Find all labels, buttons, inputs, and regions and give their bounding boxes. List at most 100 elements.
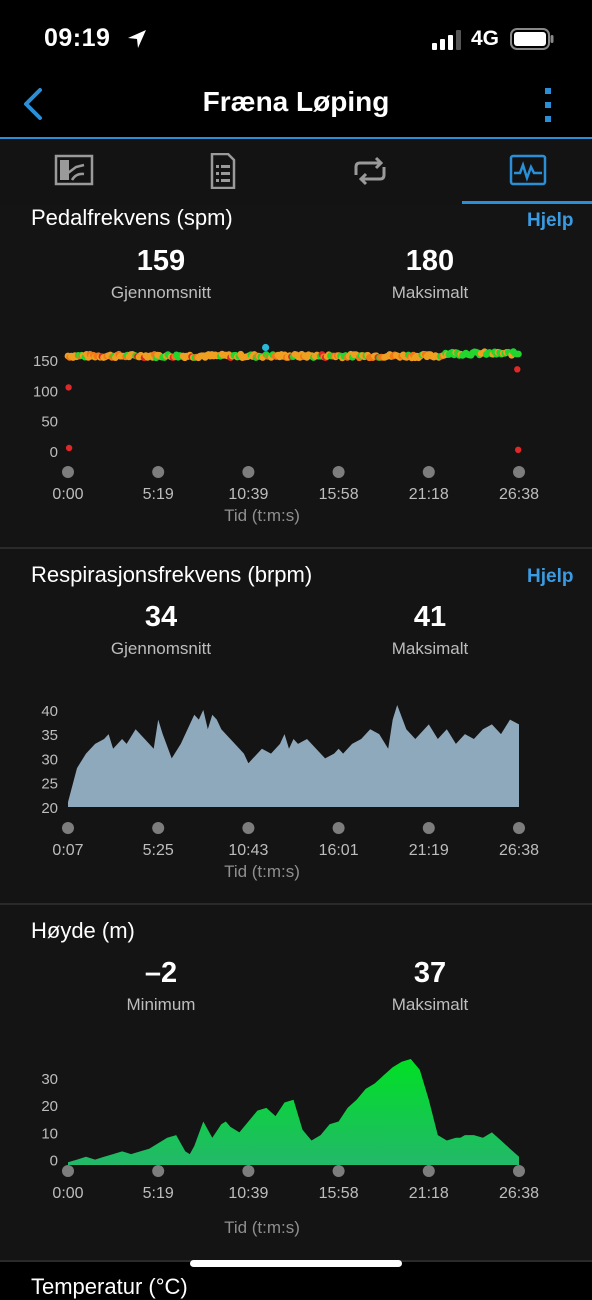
elevation-min-value: –2 (144, 957, 178, 989)
respiration-average-value: 34 (144, 601, 178, 633)
cadence-y-tick-label: 0 (50, 444, 58, 461)
elevation-y-tick-label: 0 (50, 1153, 58, 1170)
cadence-outlier-point (65, 444, 73, 452)
tab-details[interactable] (148, 139, 296, 205)
cadence-x-tick-marker (422, 466, 435, 478)
cadence-x-tick-label: 0:00 (52, 486, 83, 503)
respiration-axis-label: Tid (t:m:s) (224, 862, 300, 881)
network-type: 4G (471, 27, 500, 50)
respiration-x-tick-marker (513, 822, 525, 834)
elevation-max-label: Maksimalt (391, 995, 469, 1014)
respiration-x-tick-label: 5:25 (143, 842, 174, 859)
respiration-max-value: 41 (413, 601, 447, 633)
elevation-max-value: 37 (413, 957, 447, 989)
tab-charts[interactable] (444, 139, 592, 205)
respiration-y-tick-label: 30 (41, 751, 58, 768)
loop-arrows-icon (354, 156, 386, 186)
cadence-y-tick-label: 50 (41, 414, 58, 431)
elevation-x-tick-label: 21:18 (409, 1185, 449, 1202)
respiration-x-tick-marker (152, 822, 165, 834)
cadence-x-tick-label: 15:58 (319, 486, 359, 503)
back-chevron-icon[interactable] (20, 86, 50, 122)
respiration-area-series (68, 705, 519, 807)
elevation-y-tick-label: 20 (41, 1098, 58, 1115)
elevation-y-tick-label: 10 (41, 1125, 58, 1142)
respiration-average-label: Gjennomsnitt (110, 639, 212, 658)
respiration-y-tick-label: 40 (41, 703, 58, 720)
status-time: 09:19 (44, 24, 111, 52)
respiration-y-tick-label: 25 (41, 776, 58, 793)
elevation-x-tick-marker (513, 1165, 525, 1177)
cadence-outlier-point (515, 446, 522, 453)
page-title: Fræna Løping (202, 86, 390, 117)
elevation-x-tick-marker (242, 1165, 255, 1177)
elevation-x-tick-marker (332, 1165, 345, 1177)
cadence-x-tick-marker (242, 466, 255, 478)
section-divider (0, 547, 592, 549)
cadence-average-value: 159 (136, 245, 186, 277)
cadence-x-tick-label: 5:19 (143, 486, 174, 503)
cadence-average-label: Gjennomsnitt (110, 283, 212, 302)
respiration-help-link[interactable]: Hjelp (527, 566, 574, 587)
respiration-x-tick-marker (242, 822, 255, 834)
respiration-x-tick-label: 21:19 (409, 842, 449, 859)
location-arrow-icon (128, 30, 146, 48)
respiration-max-label: Maksimalt (391, 639, 469, 658)
gauge-chart-icon (54, 154, 94, 186)
elevation-x-tick-label: 15:58 (319, 1185, 359, 1202)
tab-laps[interactable] (296, 139, 444, 205)
elevation-x-tick-label: 26:38 (499, 1185, 539, 1202)
cadence-title: Pedalfrekvens (spm) (31, 205, 233, 230)
respiration-chart: 20 25 30 35 40 0:07 5:25 10:43 16:01 21:19 26:38 (41, 703, 539, 859)
elevation-x-tick-label: 10:39 (228, 1185, 268, 1202)
tab-overview[interactable] (0, 139, 148, 205)
cadence-chart: 0 50 100 150 0:00 5:19 10:39 15:58 21:18 26:38 (33, 343, 539, 503)
cadence-x-tick-marker (513, 466, 525, 478)
battery-icon (510, 28, 554, 50)
respiration-x-tick-marker (422, 822, 435, 834)
nav-divider (0, 137, 592, 139)
cadence-x-tick-marker (152, 466, 165, 478)
cadence-data-point (515, 350, 522, 358)
elevation-chart: 0 10 20 30 0:00 5:19 10:39 15:58 21:18 26:38 (41, 1059, 539, 1202)
respiration-x-tick-label: 0:07 (52, 842, 83, 859)
temperature-title: Temperatur (°C) (31, 1274, 188, 1299)
respiration-x-tick-label: 26:38 (499, 842, 539, 859)
cadence-axis-label: Tid (t:m:s) (224, 506, 300, 525)
elevation-x-tick-marker (422, 1165, 435, 1177)
document-list-icon (210, 153, 236, 189)
cadence-x-tick-marker (332, 466, 345, 478)
elevation-x-tick-label: 5:19 (143, 1185, 174, 1202)
cadence-x-tick-label: 10:39 (228, 486, 268, 503)
elevation-x-tick-marker (152, 1165, 165, 1177)
elevation-axis-label: Tid (t:m:s) (224, 1218, 300, 1237)
respiration-x-tick-label: 16:01 (319, 842, 359, 859)
more-options-icon[interactable] (538, 86, 558, 124)
elevation-section (0, 905, 592, 1260)
elevation-x-tick-marker (62, 1165, 74, 1177)
cadence-y-tick-label: 100 (33, 383, 58, 400)
respiration-title: Respirasjonsfrekvens (brpm) (31, 562, 313, 587)
cadence-x-tick-marker (62, 466, 74, 478)
cadence-help-link[interactable]: Hjelp (527, 210, 574, 231)
cadence-max-label: Maksimalt (391, 283, 469, 302)
elevation-y-tick-label: 30 (41, 1071, 58, 1088)
cadence-x-tick-label: 26:38 (499, 486, 539, 503)
tab-bar (0, 139, 592, 205)
active-tab-indicator (462, 201, 592, 204)
cellular-signal-icon (432, 30, 461, 50)
respiration-x-tick-label: 10:43 (228, 842, 268, 859)
cadence-data-point (262, 343, 270, 352)
elevation-title: Høyde (m) (31, 918, 135, 943)
cadence-max-value: 180 (405, 245, 455, 277)
elevation-x-tick-label: 0:00 (52, 1185, 83, 1202)
cadence-section (0, 205, 592, 547)
elevation-min-label: Minimum (126, 995, 196, 1014)
home-indicator (190, 1260, 402, 1267)
cadence-outlier-point (65, 384, 72, 391)
respiration-y-tick-label: 35 (41, 727, 58, 744)
respiration-x-tick-marker (62, 822, 74, 834)
activity-chart-icon (509, 154, 547, 186)
respiration-y-tick-label: 20 (41, 800, 58, 817)
cadence-x-tick-label: 21:18 (409, 486, 449, 503)
